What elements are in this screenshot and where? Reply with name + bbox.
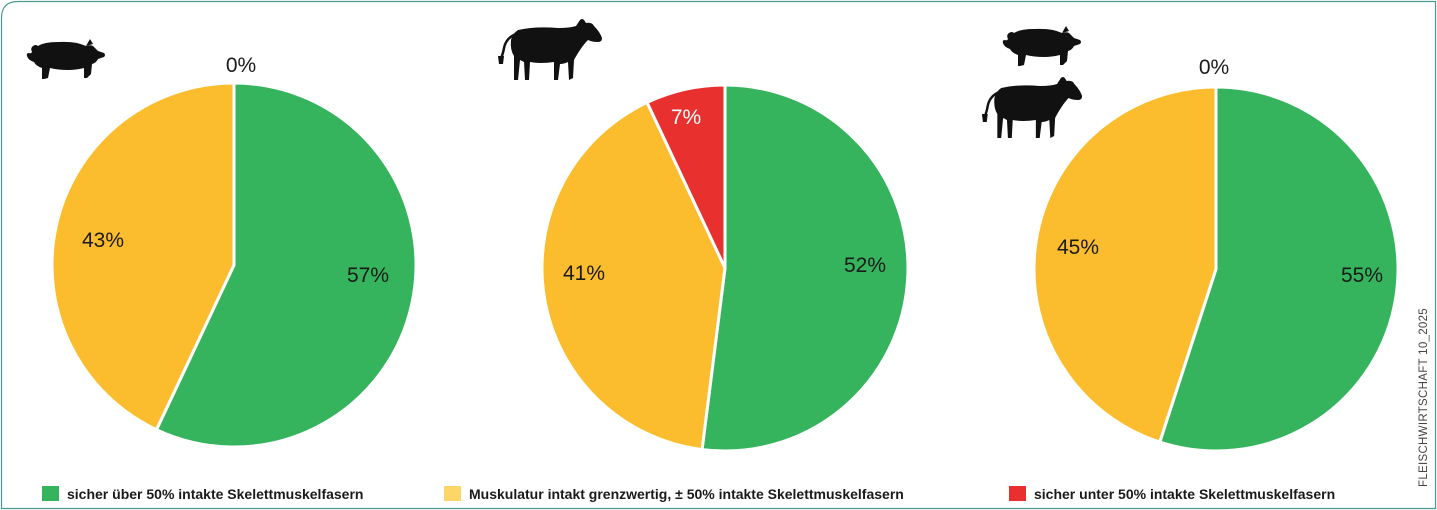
pig-icon [26, 39, 105, 79]
pie-chart-3: 55% 45% 0% [1032, 56, 1400, 453]
pie-2-slice-yellow [540, 100, 727, 452]
cow-icon [498, 19, 602, 80]
legend-label-red: sicher unter 50% intakte Skelettmuskelfa… [1034, 486, 1335, 502]
pie-1-label-yellow: 43% [82, 229, 124, 252]
pie-2-slice-green [700, 83, 910, 453]
legend-item-yellow: Muskulatur intakt grenzwertig, ± 50% int… [444, 486, 904, 502]
pie-chart-1: 57% 43% 0% [50, 54, 418, 449]
cow-icon [981, 77, 1083, 138]
pie-1-label-green: 57% [347, 264, 389, 287]
pie-2-label-green: 52% [844, 254, 886, 277]
legend-swatch-red [1009, 486, 1026, 501]
pie-2-label-yellow: 41% [563, 262, 605, 285]
legend-swatch-yellow [444, 486, 461, 501]
pie-3-label-green: 55% [1341, 264, 1383, 287]
legend-item-green: sicher über 50% intakte Skelettmuskelfas… [42, 486, 363, 502]
pie-chart-2: 52% 41% 7% [540, 83, 910, 453]
pie-3-label-yellow: 45% [1057, 236, 1099, 259]
pies-group: 57% 43% 0% 52% 41% 7% 55% 45% 0% [50, 54, 1400, 453]
pie-2-slice-red [645, 83, 727, 269]
legend-label-yellow: Muskulatur intakt grenzwertig, ± 50% int… [469, 486, 904, 502]
pig-icon [1002, 26, 1081, 66]
pie-1-slice-green [154, 81, 418, 449]
pie-3-label-red: 0% [1199, 56, 1229, 79]
legend-label-green: sicher über 50% intakte Skelettmuskelfas… [67, 486, 363, 502]
pie-3-slice-yellow [1032, 85, 1218, 444]
legend-item-red: sicher unter 50% intakte Skelettmuskelfa… [1009, 486, 1335, 502]
animal-icons-group [26, 19, 1083, 138]
legend-swatch-green [42, 486, 59, 501]
pie-3-slice-green [1157, 85, 1400, 453]
legend: sicher über 50% intakte Skelettmuskelfas… [42, 486, 1335, 502]
pie-2-label-red: 7% [671, 106, 701, 129]
pie-1-slice-yellow [50, 81, 236, 432]
credit-text: FLEISCHWIRTSCHAFT 10_2025 [1418, 308, 1430, 487]
pie-1-label-red: 0% [226, 54, 256, 77]
